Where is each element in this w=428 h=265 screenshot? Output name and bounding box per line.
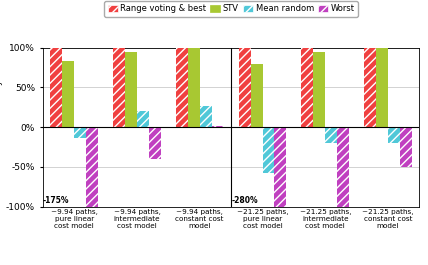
Bar	[149, 127, 161, 159]
Bar	[212, 126, 223, 127]
Bar	[364, 48, 376, 127]
Bar	[262, 127, 274, 173]
Bar	[250, 64, 262, 127]
Bar	[239, 48, 250, 127]
Bar	[125, 52, 137, 127]
Bar	[62, 61, 74, 127]
Bar	[113, 48, 125, 127]
Bar	[313, 52, 325, 127]
Bar	[176, 48, 188, 127]
Bar	[74, 127, 86, 138]
Legend: Range voting & best, STV, Mean random, Worst: Range voting & best, STV, Mean random, W…	[104, 1, 358, 17]
Bar	[274, 127, 286, 207]
Bar	[137, 111, 149, 127]
Text: -175%: -175%	[43, 196, 69, 205]
Bar	[51, 48, 62, 127]
Bar	[86, 127, 98, 207]
Bar	[325, 127, 337, 143]
Bar	[400, 127, 412, 167]
Bar	[301, 48, 313, 127]
Bar	[337, 127, 349, 207]
Bar	[188, 48, 200, 127]
Text: -280%: -280%	[231, 196, 258, 205]
Bar	[376, 48, 388, 127]
Bar	[388, 127, 400, 143]
Bar	[200, 106, 212, 127]
Y-axis label: % benefits efficiency: % benefits efficiency	[0, 80, 3, 175]
